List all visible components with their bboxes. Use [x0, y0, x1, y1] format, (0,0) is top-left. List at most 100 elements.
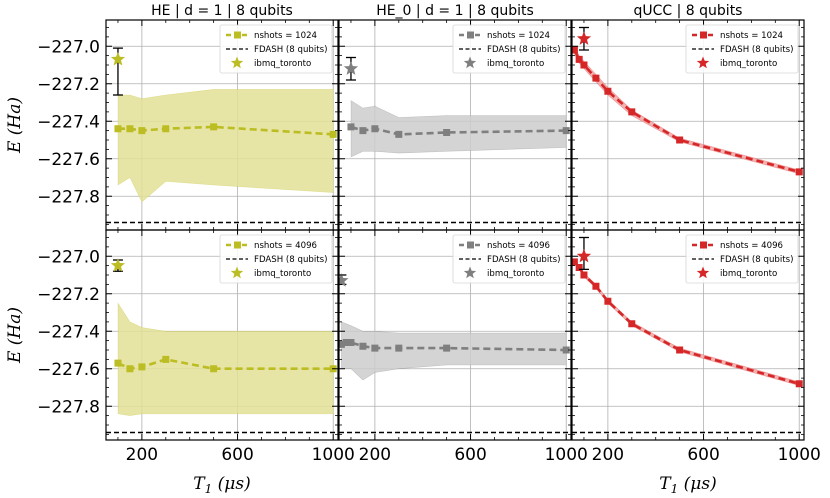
- panel-title: HE | d = 1 | 8 qubits: [151, 3, 293, 19]
- data-point: [443, 344, 451, 352]
- data-point: [339, 340, 345, 348]
- y-tick-label: −227.8: [37, 397, 100, 417]
- legend-fdash-label: FDASH (8 qubits): [254, 255, 327, 265]
- data-point: [676, 346, 684, 354]
- data-point: [359, 342, 367, 350]
- hardware-star: [339, 273, 349, 287]
- data-point: [210, 365, 218, 373]
- y-tick-label: −227.4: [37, 112, 100, 132]
- legend-series-marker: [467, 31, 474, 39]
- legend-box: [219, 234, 333, 284]
- y-tick-label: −227.2: [37, 285, 100, 305]
- data-point: [371, 125, 379, 133]
- uncertainty-band: [117, 302, 334, 416]
- legend-star-label: ibmq_toronto: [487, 59, 544, 69]
- data-point: [395, 344, 403, 352]
- panel-2: HE_0 | d = 1 | 8 qubits nshots = 1024 FDAS…: [338, 3, 572, 231]
- legend-fdash-label: FDASH (8 qubits): [254, 45, 327, 55]
- legend-box: [685, 24, 799, 74]
- panel-4: nshots = 4096 FDASH (8 qubits) ibmq_toront…: [5, 229, 355, 496]
- plot-area: [106, 47, 338, 224]
- data-point: [395, 130, 403, 138]
- data-point: [628, 320, 636, 328]
- series-line: [350, 125, 567, 136]
- data-point: [138, 363, 146, 371]
- data-point: [604, 87, 612, 95]
- data-point: [162, 125, 170, 133]
- x-axis-label: T1 (μs): [193, 474, 250, 496]
- legend-star-label: ibmq_toronto: [254, 269, 311, 279]
- legend-fdash-label: FDASH (8 qubits): [720, 255, 793, 265]
- x-tick-label: 200: [359, 445, 391, 465]
- hardware-star: [110, 258, 126, 272]
- data-point: [562, 346, 570, 354]
- x-axis-label: T1 (μs): [659, 474, 716, 496]
- panel-5: nshots = 4096 FDASH (8 qubits) ibmq_toront…: [338, 229, 588, 465]
- y-tick-label: −227.0: [37, 37, 100, 57]
- data-point: [347, 339, 355, 346]
- data-point: [604, 297, 612, 305]
- panel-3: qUCC | 8 qubits nshots = 1024 FDASH (8 qub…: [571, 3, 805, 231]
- data-point: [628, 108, 636, 116]
- data-point: [676, 136, 684, 144]
- data-point: [162, 355, 170, 363]
- legend-series-marker: [467, 241, 474, 249]
- legend-nshots-label: nshots = 4096: [720, 241, 783, 251]
- data-point: [126, 365, 134, 373]
- axes-frame: [105, 229, 339, 441]
- data-point: [795, 380, 803, 388]
- axes-frame: [571, 229, 805, 441]
- panel-title: qUCC | 8 qubits: [634, 3, 743, 19]
- data-point: [329, 130, 337, 138]
- plot-area: [106, 258, 338, 434]
- data-point: [126, 125, 134, 133]
- legend-star-label: ibmq_toronto: [254, 59, 311, 69]
- data-point: [359, 127, 367, 135]
- x-tick-label: 1000: [312, 445, 355, 465]
- y-tick-label: −227.6: [37, 150, 100, 170]
- y-tick-label: −227.6: [37, 360, 100, 380]
- y-tick-label: −227.0: [37, 247, 100, 267]
- x-tick-label: 200: [126, 445, 158, 465]
- legend-nshots-label: nshots = 1024: [487, 31, 550, 41]
- legend-star-label: ibmq_toronto: [487, 269, 544, 279]
- legend-fdash-label: FDASH (8 qubits): [487, 45, 560, 55]
- legend-nshots-label: nshots = 4096: [487, 241, 550, 251]
- legend-series-marker: [700, 241, 707, 249]
- hardware-star: [576, 31, 592, 45]
- axes-frame: [338, 229, 572, 441]
- legend-box: [452, 24, 566, 74]
- y-tick-label: −227.8: [37, 187, 100, 207]
- data-point: [114, 125, 122, 133]
- data-point: [138, 127, 146, 135]
- y-tick-label: −227.4: [37, 322, 100, 342]
- series-line: [117, 358, 334, 371]
- plot-area: [339, 56, 571, 224]
- panel-title: HE_0 | d = 1 | 8 qubits: [376, 3, 534, 19]
- legend-nshots-label: nshots = 4096: [254, 241, 317, 251]
- legend-star-marker: [696, 56, 710, 69]
- x-tick-label: 200: [592, 445, 624, 465]
- legend-series-marker: [700, 31, 707, 39]
- data-point: [443, 129, 451, 136]
- uncertainty-band: [350, 100, 567, 158]
- data-point: [572, 46, 578, 54]
- data-point: [114, 359, 122, 367]
- panel-1: HE | d = 1 | 8 qubits nshots = 1024 FDASH …: [5, 3, 339, 231]
- legend-star-label: ibmq_toronto: [720, 269, 777, 279]
- legend-nshots-label: nshots = 1024: [254, 31, 317, 41]
- legend-box: [219, 24, 333, 74]
- plot-area: [339, 273, 571, 434]
- legend-series-marker: [234, 31, 241, 39]
- plot-area: [572, 236, 804, 434]
- data-point: [575, 55, 583, 63]
- data-point: [580, 271, 588, 279]
- panel-6: nshots = 4096 FDASH (8 qubits) ibmq_toront…: [571, 229, 821, 496]
- legend-star-marker: [230, 56, 244, 69]
- x-tick-label: 1000: [545, 445, 588, 465]
- hardware-star: [110, 51, 126, 66]
- y-tick-label: −227.2: [37, 75, 100, 95]
- legend-star-marker: [230, 266, 244, 279]
- data-point: [592, 282, 600, 290]
- legend-star-marker: [463, 266, 477, 279]
